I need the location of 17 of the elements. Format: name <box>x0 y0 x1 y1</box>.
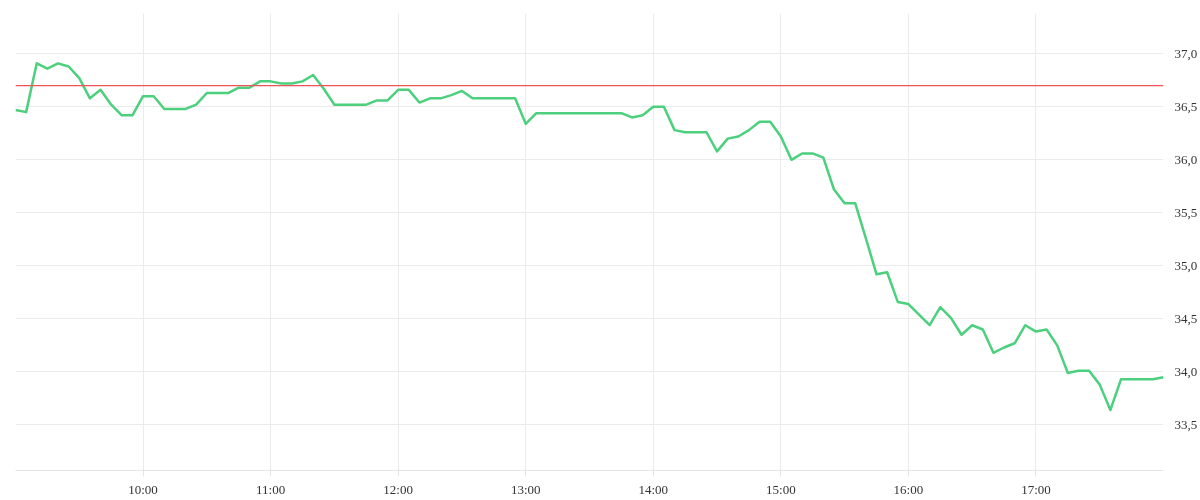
x-tick-label: 14:00 <box>638 481 669 497</box>
y-tick-label: 35,5 <box>1174 204 1198 220</box>
x-tick-label: 11:00 <box>256 481 286 497</box>
x-tick-label: 12:00 <box>383 481 413 497</box>
x-tick-label: 15:00 <box>766 481 796 497</box>
y-tick-label: 36,5 <box>1174 98 1198 114</box>
x-tick-label: 10:00 <box>128 481 158 497</box>
x-tick-label: 13:00 <box>510 481 541 497</box>
y-tick-label: 37,0 <box>1174 45 1198 61</box>
y-tick-label: 33,5 <box>1174 416 1198 432</box>
x-tick-label: 16:00 <box>893 481 924 497</box>
y-tick-label: 36,0 <box>1174 151 1198 167</box>
x-tick-label: 17:00 <box>1021 481 1051 497</box>
line-series <box>15 62 1164 412</box>
y-tick-label: 34,0 <box>1174 363 1198 379</box>
y-tick-label: 34,5 <box>1174 310 1198 326</box>
y-tick-label: 35,0 <box>1174 257 1198 273</box>
